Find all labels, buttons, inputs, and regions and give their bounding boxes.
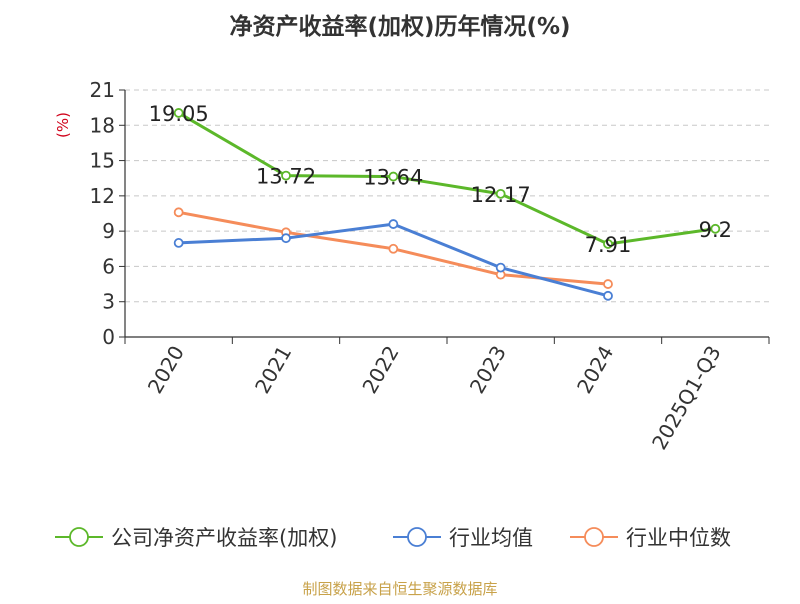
y-tick-label: 21	[90, 78, 115, 102]
x-tick-label: 2020	[143, 342, 189, 398]
data-point	[173, 207, 184, 218]
y-tick-label: 15	[90, 149, 115, 173]
data-label: 9.2	[699, 218, 732, 242]
y-tick-label: 0	[102, 325, 115, 349]
data-point	[281, 233, 291, 244]
data-point	[388, 171, 399, 182]
y-tick-label: 18	[90, 113, 115, 137]
legend-label: 行业均值	[449, 526, 533, 550]
legend-marker-icon	[69, 527, 89, 547]
data-point	[495, 262, 506, 273]
data-point	[710, 223, 721, 234]
data-point	[603, 239, 613, 249]
legend-marker-icon	[584, 527, 604, 547]
data-point	[495, 188, 506, 199]
series-line	[177, 111, 716, 246]
data-point	[603, 279, 613, 289]
y-tick-label: 6	[102, 254, 115, 278]
series-line	[178, 222, 609, 298]
axes	[119, 89, 770, 344]
data-point	[388, 243, 399, 254]
x-tick-label: 2025Q1-Q3	[647, 342, 726, 454]
y-tick-label: 3	[102, 290, 115, 314]
legend-item-1[interactable]: 行业均值	[393, 526, 533, 550]
legend-item-0[interactable]: 公司净资产收益率(加权)	[55, 526, 337, 550]
series-0	[173, 108, 721, 249]
data-label: 12.17	[471, 183, 531, 207]
legend-label: 公司净资产收益率(加权)	[111, 526, 337, 550]
legend[interactable]: 公司净资产收益率(加权) 行业均值 行业中位数	[55, 526, 731, 550]
x-tick-labels: 2020 2021 2022 2023 2024 2025Q1-Q3	[143, 341, 726, 453]
source-note: 制图数据来自恒生聚源数据库	[302, 580, 498, 598]
legend-marker-icon	[407, 527, 427, 547]
series-1	[173, 219, 613, 301]
grid-lines	[125, 89, 769, 303]
y-tick-label: 9	[102, 219, 115, 243]
data-point	[388, 219, 399, 229]
x-tick-label: 2024	[572, 342, 618, 398]
series-lines	[173, 108, 721, 301]
x-tick-label: 2021	[250, 342, 296, 398]
legend-item-2[interactable]: 行业中位数	[570, 526, 731, 550]
chart-title: 净资产收益率(加权)历年情况(%)	[229, 13, 570, 40]
data-label: 19.05	[149, 102, 209, 126]
x-tick-label: 2022	[357, 342, 403, 398]
data-label: 7.91	[585, 233, 632, 257]
y-axis-label: (%)	[54, 112, 72, 138]
y-tick-labels: 0 3 6 9 12 15 18 21	[90, 78, 115, 349]
data-point	[603, 290, 613, 301]
y-tick-label: 12	[90, 184, 115, 208]
data-labels: 19.05 13.72 13.64 12.17 7.91 9.2	[149, 102, 732, 257]
data-label: 13.64	[363, 166, 423, 190]
legend-label: 行业中位数	[626, 526, 731, 550]
data-point	[173, 108, 184, 118]
data-point	[281, 170, 291, 181]
data-point	[173, 238, 184, 248]
x-tick-label: 2023	[465, 341, 511, 397]
data-label: 13.72	[256, 165, 316, 189]
